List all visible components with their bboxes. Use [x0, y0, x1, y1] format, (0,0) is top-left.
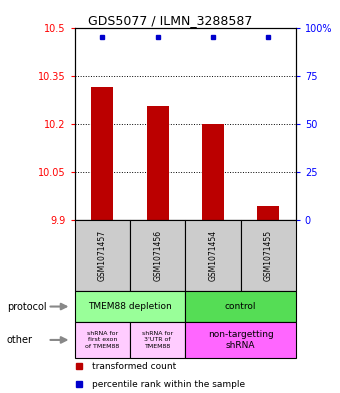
Text: percentile rank within the sample: percentile rank within the sample [92, 380, 245, 389]
Bar [185, 220, 241, 291]
Text: GSM1071454: GSM1071454 [208, 230, 217, 281]
Text: GSM1071455: GSM1071455 [264, 230, 273, 281]
Text: protocol: protocol [7, 301, 47, 312]
Bar [75, 220, 130, 291]
Bar [241, 220, 296, 291]
Bar [75, 291, 185, 322]
Text: GSM1071457: GSM1071457 [98, 230, 107, 281]
Bar [130, 322, 185, 358]
Text: TMEM88 depletion: TMEM88 depletion [88, 302, 172, 311]
Bar [202, 124, 224, 220]
Text: shRNA for
3'UTR of
TMEM88: shRNA for 3'UTR of TMEM88 [142, 331, 173, 349]
Bar [147, 106, 169, 220]
Bar [75, 322, 130, 358]
Text: non-targetting
shRNA: non-targetting shRNA [208, 330, 273, 350]
Text: GSM1071456: GSM1071456 [153, 230, 162, 281]
Bar [130, 220, 185, 291]
Text: transformed count: transformed count [92, 362, 177, 371]
Text: control: control [225, 302, 256, 311]
Bar [185, 322, 296, 358]
Bar [91, 87, 114, 220]
Bar [257, 206, 279, 220]
Text: other: other [7, 335, 33, 345]
Text: GDS5077 / ILMN_3288587: GDS5077 / ILMN_3288587 [88, 14, 252, 27]
Text: shRNA for
first exon
of TMEM88: shRNA for first exon of TMEM88 [85, 331, 120, 349]
Bar [185, 291, 296, 322]
